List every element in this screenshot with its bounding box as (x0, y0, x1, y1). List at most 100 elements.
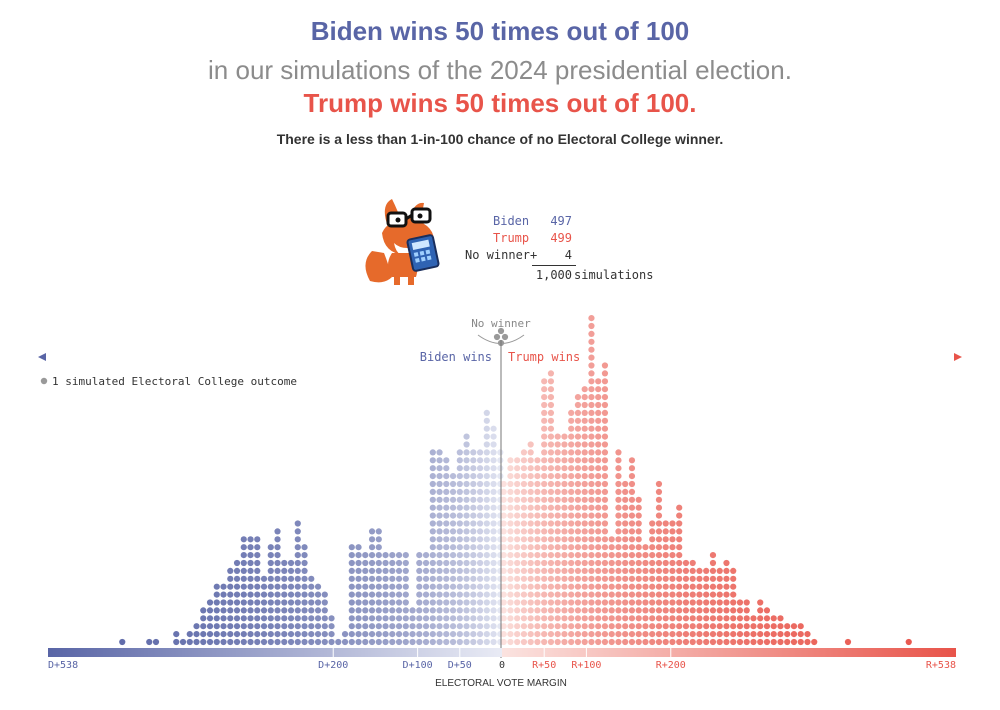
dot-trump-17-14 (615, 528, 622, 535)
dot-biden-41-13 (429, 536, 436, 543)
dot-trump-6-20 (541, 480, 548, 488)
dot-trump-5-8 (534, 575, 541, 582)
dot-biden-17-6 (267, 591, 274, 598)
dot-trump-18-11 (622, 552, 629, 559)
dot-trump-6-0 (541, 638, 548, 646)
dot-biden-13-9 (240, 567, 247, 574)
dot-biden-30-10 (355, 559, 362, 567)
dot-trump-20-11 (635, 552, 642, 559)
dot-biden-42-1 (436, 631, 443, 638)
dot-biden-11-6 (227, 591, 234, 598)
dot-trump-10-9 (568, 567, 575, 574)
dot-trump-7-6 (547, 591, 555, 598)
dot-trump-42-0 (784, 638, 791, 646)
dot-trump-7-18 (547, 496, 555, 503)
tick-label-0: D+538 (48, 660, 78, 671)
dot-biden-13-5 (240, 599, 247, 606)
dot-trump-25-9 (669, 567, 676, 574)
dot-trump-20-13 (635, 536, 642, 543)
dot-biden-48-3 (476, 615, 484, 622)
legend-dot (40, 377, 48, 385)
dot-trump-11-29 (574, 409, 582, 416)
dot-trump-41-1 (777, 631, 784, 638)
dot-trump-20-7 (635, 583, 642, 590)
dot-biden-25-1 (321, 631, 328, 638)
dot-biden-6-1 (193, 631, 200, 638)
dot-biden-44-4 (449, 607, 457, 614)
dot-trump-28-2 (689, 623, 696, 630)
dot-biden-22-9 (301, 567, 308, 574)
dot-trump-0-13 (500, 536, 507, 543)
dot-biden-46-2 (463, 623, 470, 630)
dot-biden-26-1 (328, 631, 335, 638)
dot-trump-11-6 (574, 591, 582, 598)
dot-biden-19-3 (281, 615, 288, 622)
dot-biden-31-1 (362, 631, 369, 638)
tick-label-4: 0 (499, 660, 505, 671)
dot-trump-26-6 (676, 591, 683, 598)
dot-biden-48-24 (476, 449, 484, 456)
dot-trump-23-9 (655, 567, 663, 574)
dot-biden-50-19 (490, 488, 497, 495)
dot-biden-41-12 (429, 544, 436, 551)
dot-trump-1-11 (507, 552, 514, 559)
dot-biden-34-9 (382, 567, 389, 574)
dot-trump-14-5 (595, 599, 602, 606)
dot-trump-20-2 (635, 623, 642, 630)
dot-trump-18-8 (622, 575, 629, 582)
dot-biden-39-2 (416, 623, 423, 630)
dot-trump-25-11 (669, 552, 676, 559)
dot-biden-42-11 (436, 552, 443, 559)
dot-biden-13-1 (240, 631, 247, 638)
dot-biden-41-16 (429, 512, 436, 519)
dot-trump-17-0 (615, 638, 622, 646)
dot-trump-11-21 (574, 473, 582, 480)
dot-biden-21-0 (294, 638, 301, 646)
dot-biden-7-4 (200, 607, 207, 614)
dot-biden-18-7 (274, 583, 281, 590)
dot-trump-31-4 (709, 607, 717, 614)
dot-biden-49-28 (483, 417, 490, 424)
dot-trump-5-9 (534, 567, 541, 574)
dot-biden-43-8 (443, 575, 450, 582)
dot-biden-42-23 (436, 457, 443, 464)
dot-trump-13-25 (588, 441, 595, 448)
dot-biden-17-2 (267, 623, 274, 630)
dot-trump-0-0 (500, 638, 507, 646)
dot-biden-2-0 (152, 638, 160, 646)
dot-trump-21-9 (642, 567, 649, 574)
dot-trump-18-7 (622, 583, 629, 590)
dot-trump-5-12 (534, 544, 541, 551)
dot-trump-22-4 (649, 607, 656, 614)
dot-trump-18-19 (622, 488, 629, 495)
dot-biden-9-7 (213, 583, 220, 590)
dot-biden-22-7 (301, 583, 308, 590)
dot-biden-40-2 (422, 623, 430, 630)
dot-trump-12-23 (581, 457, 588, 464)
dot-trump-10-2 (568, 623, 575, 630)
dot-biden-44-9 (449, 567, 457, 574)
dot-trump-14-23 (595, 457, 602, 464)
dot-trump-2-21 (514, 473, 521, 480)
dot-trump-11-15 (574, 520, 582, 527)
dot-biden-32-3 (368, 615, 376, 622)
dot-trump-11-17 (574, 504, 582, 511)
dot-biden-46-8 (463, 575, 470, 582)
dot-trump-7-20 (547, 480, 555, 488)
dot-biden-21-12 (294, 544, 301, 551)
dot-trump-7-19 (547, 488, 555, 495)
dot-trump-24-8 (662, 575, 669, 582)
dot-biden-45-13 (456, 536, 463, 543)
dot-trump-9-18 (561, 496, 568, 503)
dot-trump-7-33 (547, 378, 555, 385)
dot-trump-4-1 (527, 631, 534, 638)
dot-trump-0-16 (500, 512, 507, 519)
dot-trump-10-28 (568, 417, 575, 424)
dot-trump-24-7 (662, 583, 669, 590)
dot-biden-34-5 (382, 599, 389, 606)
dot-trump-23-10 (655, 559, 663, 567)
dot-biden-34-10 (382, 559, 389, 567)
dot-trump-14-24 (595, 449, 602, 456)
dot-biden-37-2 (402, 623, 409, 630)
dot-trump-32-0 (716, 638, 723, 646)
